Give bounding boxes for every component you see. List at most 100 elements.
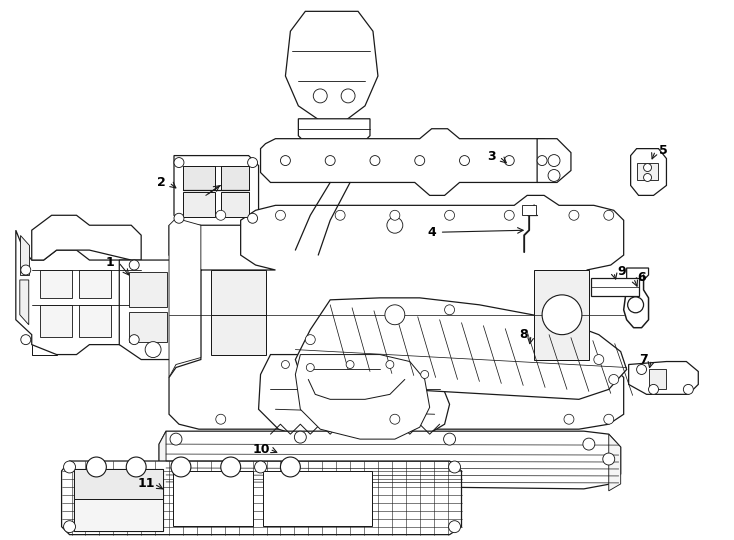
Circle shape bbox=[129, 260, 139, 270]
Circle shape bbox=[386, 361, 394, 368]
Polygon shape bbox=[628, 361, 698, 394]
Circle shape bbox=[387, 217, 403, 233]
Circle shape bbox=[216, 414, 226, 424]
Polygon shape bbox=[631, 148, 666, 195]
Polygon shape bbox=[298, 119, 370, 146]
Circle shape bbox=[129, 335, 139, 345]
Polygon shape bbox=[159, 431, 621, 489]
Circle shape bbox=[385, 305, 405, 325]
Circle shape bbox=[216, 210, 226, 220]
Text: 10: 10 bbox=[252, 443, 270, 456]
Circle shape bbox=[171, 457, 191, 477]
Circle shape bbox=[443, 433, 456, 445]
Circle shape bbox=[221, 457, 241, 477]
Circle shape bbox=[644, 164, 652, 172]
Text: 11: 11 bbox=[137, 477, 155, 490]
Circle shape bbox=[325, 156, 335, 166]
Circle shape bbox=[370, 156, 380, 166]
Polygon shape bbox=[627, 268, 649, 280]
Circle shape bbox=[145, 342, 161, 357]
Bar bbox=[522, 205, 536, 215]
Circle shape bbox=[126, 457, 146, 477]
Circle shape bbox=[415, 156, 425, 166]
Circle shape bbox=[548, 170, 560, 181]
Text: 7: 7 bbox=[639, 353, 648, 366]
Polygon shape bbox=[169, 195, 624, 429]
Circle shape bbox=[421, 370, 429, 379]
Circle shape bbox=[569, 210, 579, 220]
Circle shape bbox=[537, 156, 547, 166]
Polygon shape bbox=[295, 298, 627, 400]
Circle shape bbox=[313, 89, 327, 103]
Circle shape bbox=[564, 414, 574, 424]
Circle shape bbox=[390, 414, 400, 424]
Circle shape bbox=[504, 156, 515, 166]
Bar bbox=[79, 270, 112, 298]
Circle shape bbox=[275, 210, 286, 220]
Polygon shape bbox=[608, 434, 621, 491]
Circle shape bbox=[604, 414, 614, 424]
Circle shape bbox=[604, 210, 614, 220]
Bar bbox=[534, 270, 589, 360]
Circle shape bbox=[459, 156, 470, 166]
Bar bbox=[129, 272, 167, 307]
Text: 3: 3 bbox=[487, 150, 495, 163]
Circle shape bbox=[341, 89, 355, 103]
Circle shape bbox=[280, 156, 291, 166]
Bar bbox=[73, 469, 163, 531]
Circle shape bbox=[305, 335, 316, 345]
Circle shape bbox=[346, 361, 354, 368]
Polygon shape bbox=[286, 11, 378, 121]
Bar bbox=[221, 166, 249, 191]
Circle shape bbox=[170, 433, 182, 445]
Bar bbox=[40, 270, 71, 298]
Circle shape bbox=[174, 158, 184, 167]
Text: 2: 2 bbox=[156, 176, 165, 189]
Text: 1: 1 bbox=[106, 255, 115, 268]
Circle shape bbox=[608, 374, 619, 384]
Circle shape bbox=[247, 213, 258, 223]
Bar bbox=[173, 471, 252, 525]
Text: 5: 5 bbox=[659, 144, 668, 157]
Circle shape bbox=[87, 457, 106, 477]
Circle shape bbox=[280, 457, 300, 477]
Bar bbox=[649, 369, 666, 389]
Bar bbox=[40, 305, 71, 336]
Text: 6: 6 bbox=[637, 272, 646, 285]
Polygon shape bbox=[20, 280, 29, 325]
Polygon shape bbox=[159, 431, 166, 484]
Circle shape bbox=[649, 384, 658, 394]
Bar bbox=[183, 166, 215, 191]
Text: 9: 9 bbox=[617, 266, 626, 279]
Circle shape bbox=[594, 355, 604, 365]
Polygon shape bbox=[32, 215, 141, 260]
Bar bbox=[129, 312, 167, 342]
Polygon shape bbox=[174, 156, 258, 225]
Circle shape bbox=[628, 297, 644, 313]
Text: 8: 8 bbox=[519, 328, 528, 341]
Circle shape bbox=[281, 361, 289, 368]
Circle shape bbox=[21, 265, 31, 275]
Bar bbox=[73, 469, 163, 499]
Bar bbox=[263, 471, 372, 525]
Circle shape bbox=[683, 384, 694, 394]
Circle shape bbox=[306, 363, 314, 372]
Circle shape bbox=[247, 158, 258, 167]
Circle shape bbox=[335, 210, 345, 220]
Bar bbox=[221, 192, 249, 217]
Circle shape bbox=[255, 461, 266, 473]
Circle shape bbox=[21, 335, 31, 345]
Bar bbox=[591, 278, 639, 296]
Polygon shape bbox=[537, 139, 571, 183]
Circle shape bbox=[548, 154, 560, 166]
Circle shape bbox=[636, 364, 647, 374]
Polygon shape bbox=[261, 129, 557, 195]
Circle shape bbox=[542, 295, 582, 335]
Polygon shape bbox=[20, 235, 29, 275]
Bar bbox=[73, 499, 163, 531]
Circle shape bbox=[445, 210, 454, 220]
Polygon shape bbox=[258, 355, 449, 444]
Bar bbox=[636, 163, 658, 180]
Polygon shape bbox=[62, 461, 462, 535]
Bar bbox=[211, 270, 266, 355]
